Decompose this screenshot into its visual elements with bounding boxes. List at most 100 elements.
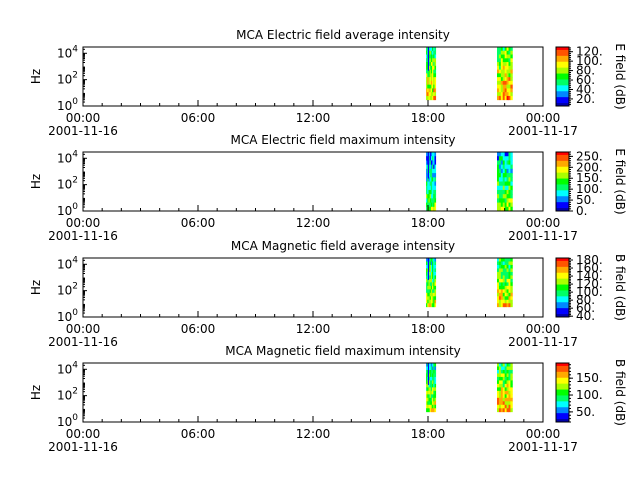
spectrogram-cell: [433, 54, 435, 59]
spectrogram-cell: [426, 181, 428, 187]
spectrogram-cell: [426, 156, 428, 161]
spectrogram-cell: [502, 77, 506, 82]
spectrogram-cell: [427, 408, 429, 413]
spectrogram-cell: [508, 54, 511, 59]
spectrogram-cell: [432, 80, 434, 86]
spectrogram-cell: [427, 77, 429, 82]
spectrogram-cell: [434, 181, 437, 187]
spectrogram-cell: [428, 50, 431, 55]
spectrogram-cell: [429, 380, 432, 385]
spectrogram-cell: [426, 299, 428, 304]
spectrogram-cell: [428, 366, 431, 371]
spectrogram-cell: [508, 363, 511, 367]
spectrogram-cell: [497, 268, 500, 273]
spectrogram-cell: [500, 380, 504, 385]
spectrogram-cell: [506, 285, 509, 290]
colorbar-swatch: [556, 177, 569, 180]
spectrogram-cell: [502, 164, 506, 170]
colorbar-swatch: [556, 182, 569, 185]
spectrogram-cell: [504, 258, 507, 262]
spectrogram-cell: [508, 80, 511, 86]
colorbar-swatch: [556, 193, 569, 196]
spectrogram-cell: [430, 160, 433, 166]
spectrogram-cell: [432, 164, 434, 170]
spectrogram-cell: [426, 387, 428, 392]
spectrogram-cell: [497, 397, 500, 402]
spectrogram-cell: [497, 261, 500, 266]
spectrogram-cell: [497, 282, 500, 287]
spectrogram-cell: [432, 271, 434, 276]
spectrogram-cell: [510, 299, 513, 304]
spectrogram-cell: [430, 47, 433, 52]
spectrogram-cell: [510, 390, 513, 395]
spectrogram-cell: [433, 189, 435, 195]
spectrogram-cell: [428, 160, 431, 166]
spectrogram-cell: [428, 54, 431, 59]
x-date-label: 2001-11-16: [48, 229, 118, 243]
spectrogram-cell: [434, 401, 437, 406]
spectrogram-cell: [429, 292, 432, 297]
spectrogram-cell: [426, 95, 428, 101]
spectrogram-cell: [427, 69, 429, 74]
spectrogram-cell: [508, 373, 511, 378]
x-tick-label: 06:00: [181, 111, 216, 125]
colorbar-swatch: [556, 371, 569, 374]
spectrogram-cell: [504, 50, 507, 55]
spectrogram-cell: [430, 54, 433, 59]
spectrogram-cell: [432, 84, 434, 89]
spectrogram-cell: [506, 189, 509, 195]
spectrogram-cell: [498, 47, 502, 52]
spectrogram-cell: [510, 88, 513, 93]
spectrogram-cell: [427, 84, 429, 89]
y-tick-label: 100: [57, 97, 78, 113]
spectrogram-cell: [433, 387, 435, 392]
spectrogram-cell: [498, 282, 502, 287]
x-tick-label: 00:00: [526, 111, 561, 125]
spectrogram-cell: [506, 296, 509, 301]
y-axis-label: Hz: [29, 280, 43, 295]
colorbar-tick-label: 50.: [576, 405, 595, 419]
spectrogram-cell: [508, 275, 511, 280]
spectrogram-cell: [427, 202, 429, 208]
spectrogram-cell: [508, 84, 511, 89]
spectrogram-cell: [433, 394, 435, 399]
spectrogram-cell: [506, 278, 509, 283]
spectrogram-cell: [434, 264, 437, 269]
spectrogram-cell: [500, 65, 504, 70]
spectrogram-cell: [428, 206, 431, 212]
colorbar-swatch: [556, 305, 569, 308]
spectrogram-cell: [434, 95, 437, 101]
colorbar-swatch: [556, 79, 569, 82]
spectrogram-cell: [502, 65, 506, 70]
spectrogram-cell: [504, 152, 507, 157]
spectrogram-cell: [432, 408, 434, 413]
colorbar-swatch: [556, 191, 569, 194]
spectrogram-cell: [508, 50, 511, 55]
spectrogram-cell: [428, 303, 431, 308]
spectrogram-cell: [500, 73, 504, 78]
spectrogram-cell: [497, 54, 500, 59]
spectrogram-cell: [502, 69, 506, 74]
spectrogram-cell: [428, 261, 431, 266]
spectrogram-cell: [504, 369, 507, 374]
spectrogram-cell: [427, 80, 429, 86]
spectrogram-cell: [500, 47, 504, 52]
colorbar-tick-label: 120.: [576, 45, 603, 59]
spectrogram-cell: [497, 206, 500, 212]
spectrogram-cell: [497, 92, 500, 97]
spectrogram-cell: [502, 363, 506, 367]
spectrogram-cell: [510, 177, 513, 182]
spectrogram-cell: [504, 202, 507, 208]
colorbar-frame: [555, 362, 570, 423]
spectrogram-cell: [510, 47, 513, 52]
spectrogram-cell: [510, 69, 513, 74]
spectrogram-cell: [502, 189, 506, 195]
spectrogram-cell: [504, 65, 507, 70]
spectrogram-cell: [433, 363, 435, 367]
spectrogram-cell: [504, 383, 507, 388]
spectrogram-cell: [434, 289, 437, 294]
spectrogram-cell: [430, 198, 433, 203]
spectrogram-cell: [498, 152, 502, 157]
spectrogram-cell: [429, 285, 432, 290]
spectrogram-cell: [510, 194, 513, 199]
